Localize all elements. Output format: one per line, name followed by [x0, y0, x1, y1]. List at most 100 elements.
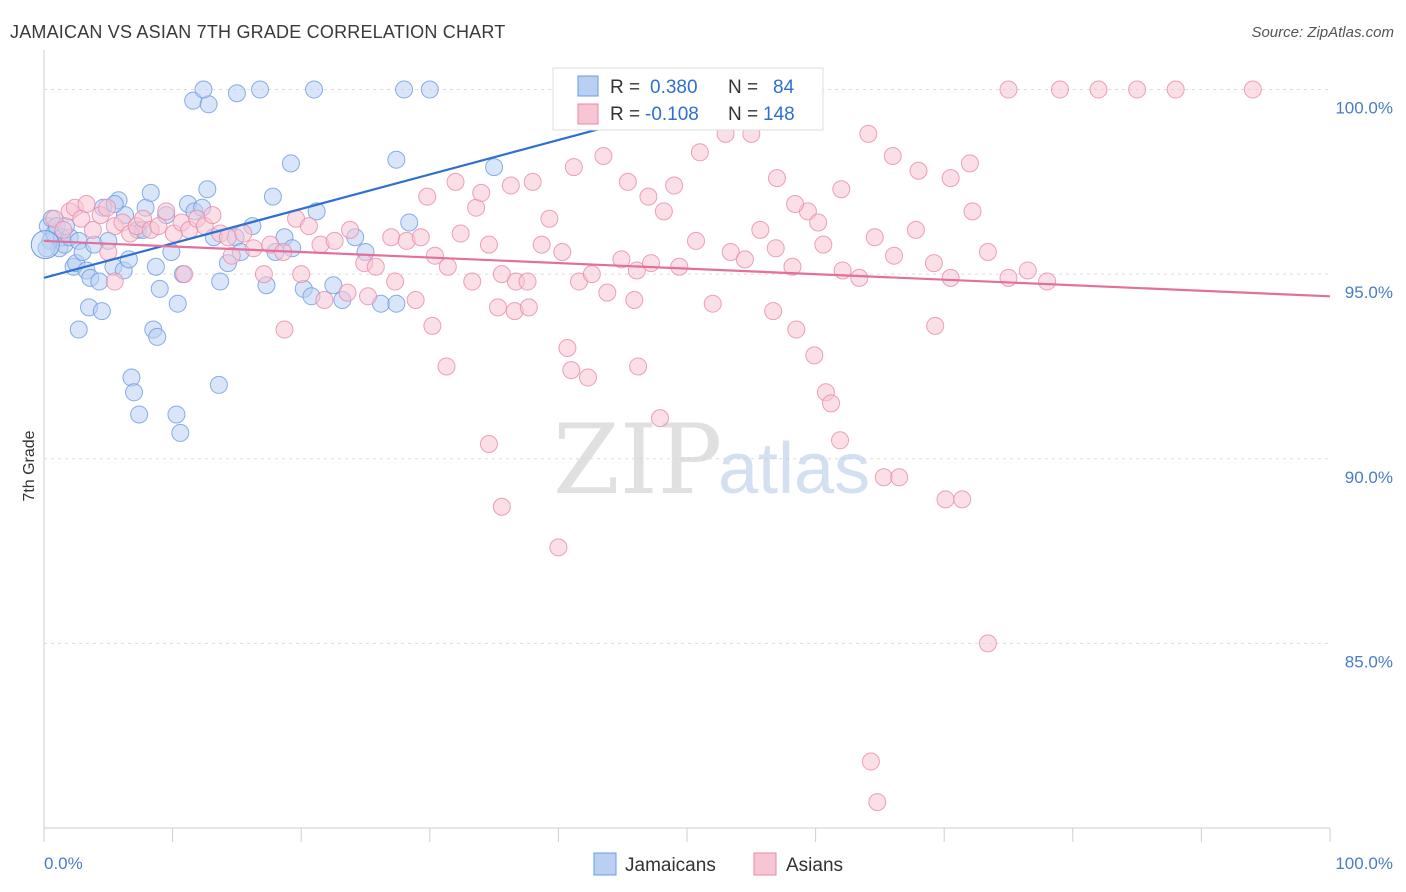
stats-legend: R = 0.380 N = 84 R = -0.108 N = 148	[552, 67, 824, 131]
asians-point-108	[874, 468, 893, 487]
asians-point-60	[735, 250, 754, 269]
jamaicans-point-31	[168, 294, 187, 313]
asians-point-87	[359, 287, 378, 306]
asians-point-96	[558, 339, 577, 357]
jamaicans-point-66	[69, 320, 88, 339]
chart-title: JAMAICAN VS ASIAN 7TH GRADE CORRELATION …	[10, 22, 506, 42]
jamaicans-point-65	[92, 302, 111, 321]
asians-point-68	[865, 228, 884, 247]
asians-point-36	[382, 228, 401, 247]
asians-point-146	[1166, 80, 1185, 99]
jamaicans-point-49	[307, 202, 326, 221]
legend-jamaicans-swatch	[593, 852, 617, 876]
asians-point-106	[822, 394, 841, 413]
jamaicans-point-77	[485, 158, 504, 177]
y-tick-label-0: 100.0%	[1335, 99, 1393, 118]
asians-point-143	[1050, 80, 1069, 99]
asians-point-121	[472, 183, 491, 202]
asians-point-122	[501, 176, 520, 195]
asians-point-46	[518, 272, 537, 291]
asians-point-115	[868, 793, 887, 812]
asians-point-90	[423, 316, 442, 335]
y-tick-label-3: 85.0%	[1345, 652, 1393, 671]
asians-point-26	[244, 239, 263, 258]
asians-point-114	[861, 752, 880, 771]
asians-point-138	[883, 147, 902, 165]
y-axis-title: 7th Grade	[21, 430, 38, 501]
asians-point-117	[492, 497, 511, 516]
stats-jamaicans-n-label: N =	[728, 77, 758, 98]
asians-point-125	[564, 158, 583, 177]
asians-point-112	[953, 490, 972, 509]
asians-point-83	[275, 320, 294, 339]
asians-point-137	[859, 124, 878, 143]
asians-point-107	[831, 431, 850, 450]
asians-point-81	[222, 246, 241, 265]
jamaicans-point-38	[211, 272, 230, 291]
asians-point-128	[639, 187, 658, 206]
asians-point-71	[924, 254, 943, 273]
tick-labels: 100.0% 95.0% 90.0% 85.0% 0.0% 100.0%	[44, 99, 1393, 873]
bottom-legend: Jamaicans Asians	[593, 852, 843, 876]
asians-point-43	[479, 235, 498, 254]
jamaicans-point-61	[130, 405, 149, 424]
y-tick-label-1: 95.0%	[1345, 283, 1393, 302]
asians-point-56	[670, 257, 689, 276]
asians-point-102	[764, 302, 783, 321]
asians-point-84	[292, 265, 311, 284]
asians-point-52	[612, 250, 631, 269]
jamaicans-point-27	[146, 257, 165, 276]
jamaicans-point-78	[251, 80, 270, 99]
stats-asians-n-value: 148	[763, 104, 795, 125]
jamaicans-point-74	[395, 80, 414, 99]
jamaicans-point-28	[150, 279, 169, 298]
asians-point-89	[406, 291, 425, 309]
asians-point-63	[783, 257, 802, 276]
asians-point-123	[523, 172, 542, 191]
asians-point-91	[437, 357, 456, 376]
stats-asians-r-value: -0.108	[645, 104, 699, 125]
asians-point-62	[766, 239, 785, 258]
asians-point-16	[157, 202, 176, 221]
asians-point-57	[687, 231, 706, 250]
asians-point-65	[814, 235, 833, 254]
asians-point-118	[549, 538, 568, 557]
stats-asians-n-label: N =	[728, 104, 758, 125]
asians-point-30	[299, 217, 318, 236]
asians-point-59	[721, 243, 740, 261]
asians-point-119	[418, 187, 437, 206]
asians-point-92	[463, 272, 482, 291]
jamaicans-point-63	[171, 423, 190, 442]
asians-point-103	[787, 320, 806, 339]
jamaicans-point-58	[148, 327, 167, 346]
asians-point-47	[532, 235, 551, 254]
asians-point-124	[540, 209, 559, 228]
asians-point-35	[366, 257, 385, 276]
jamaicans-point-60	[125, 383, 144, 402]
asians-point-140	[941, 169, 960, 188]
asians-point-142	[999, 80, 1018, 99]
asians-point-111	[936, 490, 955, 509]
asians-point-32	[325, 231, 344, 250]
asians-point-40	[438, 257, 457, 276]
asians-point-101	[650, 409, 669, 428]
asians-point-98	[578, 368, 597, 387]
asians-point-6	[83, 220, 102, 239]
stats-asians-r-label: R =	[610, 104, 640, 125]
jamaicans-point-59	[122, 368, 141, 387]
asians-point-147	[1243, 80, 1262, 99]
asians-point-139	[909, 161, 928, 180]
stats-jamaicans-swatch	[577, 75, 599, 97]
asians-point-44	[492, 265, 511, 284]
jamaicans-point-79	[194, 80, 213, 99]
asians-point-76	[1018, 261, 1037, 280]
asians-point-77	[1038, 272, 1057, 291]
asians-point-61	[751, 220, 770, 239]
source-label: Source: ZipAtlas.com	[1251, 24, 1394, 41]
asians-point-86	[338, 283, 357, 302]
asians-point-134	[786, 195, 805, 213]
asians-point-51	[598, 283, 617, 302]
asians-point-130	[690, 143, 709, 162]
asians-point-74	[978, 243, 997, 261]
asians-point-141	[960, 154, 979, 173]
